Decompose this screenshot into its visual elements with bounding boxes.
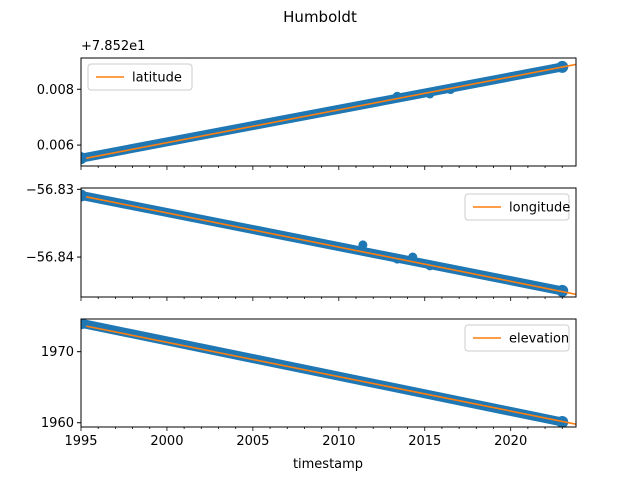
axes-frame-elevation [80, 318, 577, 428]
x-tick-label: 2020 [494, 434, 527, 449]
panels: 0.006 0.008 +7.852e1 latitude −56.83 −56.84 lo… [26, 39, 577, 449]
fit-line-longitude [86, 196, 576, 296]
y-tick-label: −56.84 [26, 251, 74, 266]
legend-box [464, 193, 570, 221]
x-tick-label: 2015 [408, 434, 441, 449]
observation-point [81, 319, 87, 330]
y-tick-label: 0.006 [37, 139, 74, 154]
legend-label: latitude [132, 71, 182, 86]
axes-frame-latitude [80, 57, 577, 167]
legend-latitude: latitude [87, 63, 193, 91]
x-tick-label: 2010 [322, 434, 355, 449]
x-tick-label: 2005 [236, 434, 269, 449]
y-tick-label: 1960 [41, 416, 74, 431]
panel-elevation: 1960 1970 elevation [41, 318, 577, 431]
y-tick-label: 0.008 [37, 83, 74, 98]
legend-box [87, 63, 193, 91]
panel-longitude: −56.83 −56.84 longitude [26, 183, 577, 301]
y-tick-label: 1970 [41, 345, 74, 360]
legend-label: elevation [509, 332, 569, 347]
legend-label: longitude [509, 201, 570, 216]
axes-frame-longitude [80, 187, 577, 298]
legend-box [464, 324, 570, 352]
x-tick-label: 2000 [150, 434, 183, 449]
y-offset-label: +7.852e1 [81, 39, 145, 54]
fit-line-latitude [86, 63, 576, 159]
outlier-point [358, 240, 368, 250]
outlier-point [408, 252, 418, 262]
y-tick-label: −56.83 [26, 183, 74, 198]
panel-latitude: 0.006 0.008 +7.852e1 latitude [37, 39, 577, 170]
x-tick-label: 1995 [64, 434, 97, 449]
fit-line-elevation [85, 325, 576, 425]
chart-title: Humboldt [283, 8, 357, 26]
observation-point [81, 189, 87, 202]
legend-longitude: longitude [464, 193, 570, 221]
outlier-point [425, 89, 435, 99]
legend-elevation: elevation [464, 324, 570, 352]
x-axis-label: timestamp [293, 457, 363, 472]
observation-point [81, 152, 87, 165]
